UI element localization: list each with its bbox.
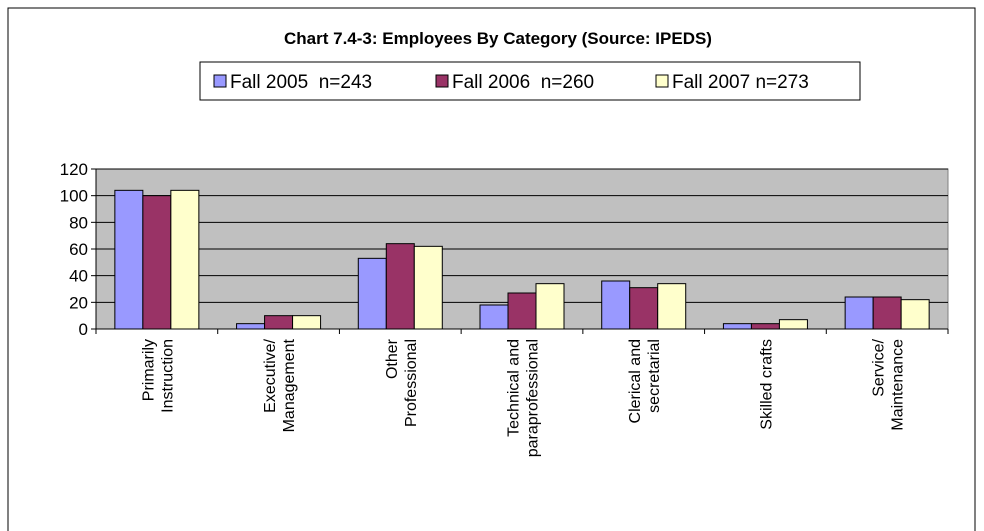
bar: [722, 323, 752, 330]
bar: [357, 257, 387, 330]
bar: [900, 299, 930, 330]
bar: [750, 323, 780, 330]
x-tick-label-line: Clerical and: [627, 339, 644, 423]
y-tick-label: 80: [69, 213, 88, 232]
x-tick-label-line: Service/: [871, 338, 888, 396]
x-tick-label-line: Executive/: [262, 338, 279, 412]
y-tick-label: 100: [60, 187, 88, 206]
bar: [114, 189, 144, 330]
bar: [507, 292, 537, 330]
bar: [292, 315, 322, 330]
x-tick-label: Service/Maintenance: [871, 338, 907, 430]
x-tick-label-line: paraprofessional: [525, 339, 542, 457]
bar: [170, 189, 200, 330]
x-tick-label-line: Maintenance: [890, 339, 907, 431]
bar: [264, 315, 294, 330]
bar: [535, 283, 565, 330]
x-tick-label-line: Professional: [403, 339, 420, 427]
x-tick-label: Primarily Instruction: [140, 339, 176, 413]
x-tick-label-line: Other: [384, 338, 401, 379]
bar: [601, 280, 631, 330]
legend-label: Fall 2006 n=260: [452, 72, 594, 93]
legend-label: Fall 2005 n=243: [230, 72, 372, 93]
x-tick-label-line: Primarily: [140, 339, 157, 401]
x-tick-label: Technical and paraprofessional: [506, 339, 542, 457]
legend-box: [199, 61, 861, 101]
y-tick-label: 120: [60, 160, 88, 179]
y-tick-label: 40: [69, 267, 88, 286]
bar: [657, 283, 687, 330]
x-tick-label-line: Instruction: [159, 339, 176, 413]
x-tick-label-line: Management: [281, 338, 298, 432]
bar: [236, 323, 266, 330]
legend-swatch: [435, 74, 449, 88]
x-tick-label-line: secretarial: [646, 339, 663, 413]
bar: [778, 319, 808, 330]
chart-title: Chart 7.4-3: Employees By Category (Sour…: [284, 29, 712, 48]
legend-swatch: [213, 74, 227, 88]
bar: [844, 296, 874, 330]
x-tick-label: Clerical and secretarial: [627, 339, 663, 423]
x-tick-label: Skilled crafts: [758, 339, 775, 430]
y-tick-label: 20: [69, 293, 88, 312]
x-tick-label: Other Professional: [384, 338, 420, 427]
x-tick-label: Executive/Management: [262, 338, 298, 432]
x-tick-label-line: Skilled crafts: [758, 339, 775, 430]
bar: [142, 195, 172, 330]
x-tick-label-line: Technical and: [506, 339, 523, 437]
bar: [872, 296, 902, 330]
y-tick-label: 0: [79, 320, 88, 339]
y-tick-label: 60: [69, 240, 88, 259]
bar: [385, 243, 415, 330]
legend-swatch: [655, 74, 669, 88]
legend-label: Fall 2007 n=273: [672, 72, 809, 93]
bar: [413, 245, 443, 330]
bar: [629, 287, 659, 330]
bar: [479, 304, 509, 330]
